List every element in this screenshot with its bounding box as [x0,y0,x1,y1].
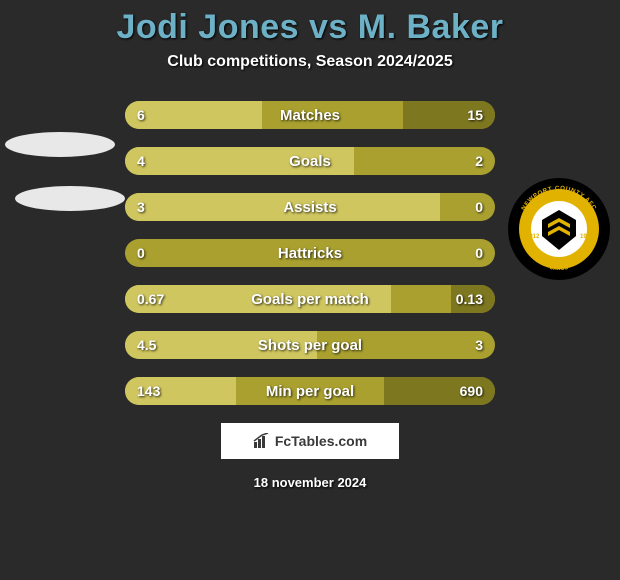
footer-brand-text: FcTables.com [275,433,367,449]
metric-fill-right [403,101,496,129]
stats-icon [253,433,271,449]
metric-row: Assists30 [125,193,495,221]
metric-row: Matches615 [125,101,495,129]
metric-label: Hattricks [125,239,495,267]
comparison-bars: Matches615Goals42Assists30Hattricks00Goa… [125,101,495,405]
metric-row: Goals42 [125,147,495,175]
metric-fill-right [451,285,495,313]
metric-value-left: 0 [125,239,157,267]
metric-fill-left [125,285,391,313]
newport-badge-icon: NEWPORT COUNTY AFC exiles 1912 1989 [508,178,610,280]
metric-value-right: 2 [463,147,495,175]
page-title: Jodi Jones vs M. Baker [0,8,620,47]
metric-value-right: 0 [463,193,495,221]
metric-fill-left [125,147,354,175]
svg-text:exiles: exiles [549,264,569,272]
page-subtitle: Club competitions, Season 2024/2025 [0,53,620,71]
badge-bottom-text: exiles [549,264,569,272]
metric-fill-left [125,193,440,221]
footer-brand-box: FcTables.com [221,423,399,459]
metric-fill-left [125,377,236,405]
metric-value-right: 0 [463,239,495,267]
club-logo-left-2 [15,186,125,211]
club-logo-left-1 [5,132,115,157]
metric-row: Goals per match0.670.13 [125,285,495,313]
metric-value-right: 3 [463,331,495,359]
date-line: 18 november 2024 [0,475,620,490]
metric-row: Shots per goal4.53 [125,331,495,359]
metric-fill-left [125,331,317,359]
metric-fill-right [384,377,495,405]
metric-fill-left [125,101,262,129]
badge-year-left: 1912 [526,234,540,240]
badge-year-right: 1989 [580,234,594,240]
club-badge-right: NEWPORT COUNTY AFC exiles 1912 1989 [508,178,610,280]
metric-row: Min per goal143690 [125,377,495,405]
metric-row: Hattricks0 0 [125,239,495,267]
